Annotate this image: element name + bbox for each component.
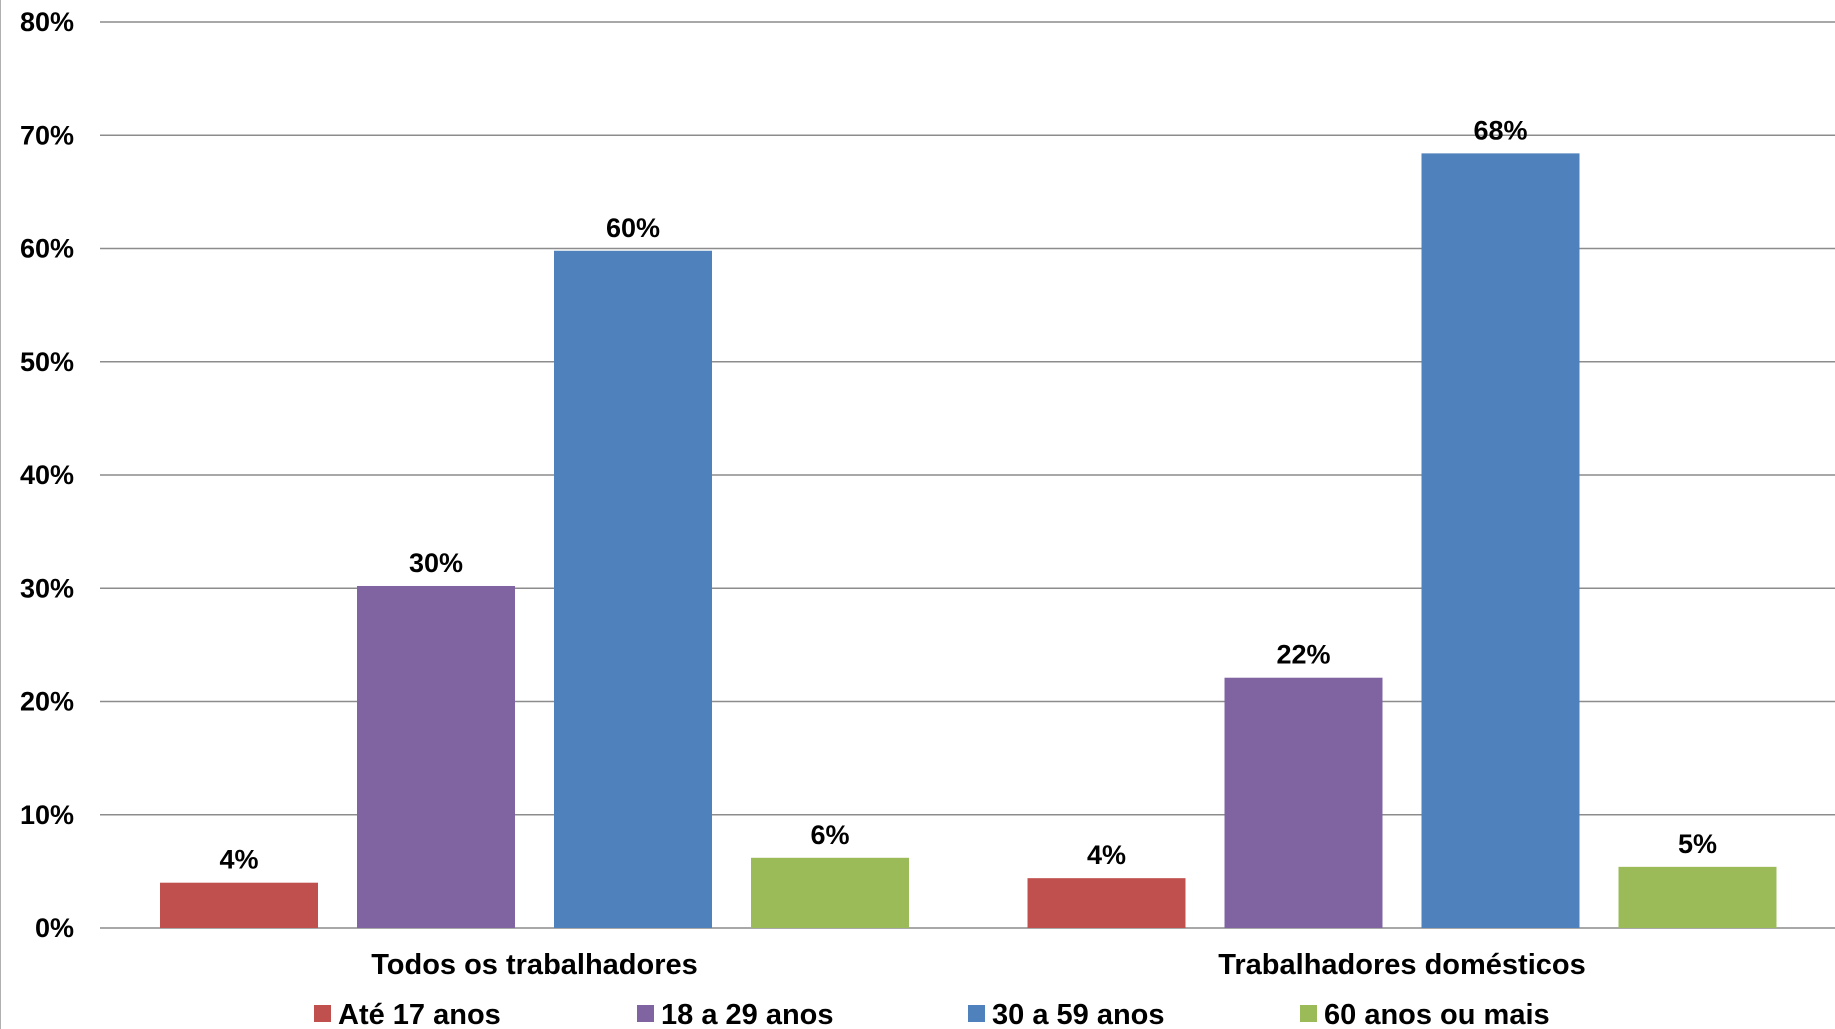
legend-swatch-4 bbox=[1300, 1005, 1317, 1022]
bar-3-1 bbox=[554, 250, 712, 928]
legend-label: 18 a 29 anos bbox=[661, 999, 834, 1029]
y-tick-label: 30% bbox=[20, 573, 74, 603]
legend-label: Até 17 anos bbox=[338, 999, 501, 1029]
y-tick-label: 70% bbox=[20, 120, 74, 150]
data-label: 6% bbox=[810, 820, 849, 850]
legend-label: 30 a 59 anos bbox=[992, 999, 1165, 1029]
bar-2-2 bbox=[1224, 677, 1383, 928]
y-tick-label: 40% bbox=[20, 460, 74, 490]
data-label: 30% bbox=[409, 548, 463, 578]
y-tick-label: 60% bbox=[20, 234, 74, 264]
data-label: 5% bbox=[1678, 829, 1717, 859]
bar-2-1 bbox=[357, 585, 515, 928]
bar-3-2 bbox=[1421, 153, 1580, 928]
y-tick-label: 10% bbox=[20, 800, 74, 830]
data-label: 4% bbox=[1087, 840, 1126, 870]
legend-swatch-1 bbox=[314, 1005, 331, 1022]
legend-swatch-3 bbox=[968, 1005, 985, 1022]
bar-4-2 bbox=[1618, 866, 1777, 928]
legend-label: 60 anos ou mais bbox=[1324, 999, 1550, 1029]
y-tick-label: 80% bbox=[20, 7, 74, 37]
bar-1-1 bbox=[160, 882, 318, 928]
y-tick-label: 50% bbox=[20, 347, 74, 377]
left-border bbox=[0, 0, 1, 1029]
y-tick-label: 0% bbox=[35, 913, 74, 943]
y-tick-label: 20% bbox=[20, 687, 74, 717]
data-label: 68% bbox=[1473, 115, 1527, 145]
x-category-label: Todos os trabalhadores bbox=[371, 949, 698, 981]
bar-1-2 bbox=[1027, 878, 1186, 928]
legend-swatch-2 bbox=[637, 1005, 654, 1022]
x-category-label: Trabalhadores domésticos bbox=[1218, 949, 1585, 981]
data-label: 60% bbox=[606, 213, 660, 243]
data-label: 22% bbox=[1276, 640, 1330, 670]
bar-4-1 bbox=[751, 857, 909, 928]
data-label: 4% bbox=[219, 845, 258, 875]
